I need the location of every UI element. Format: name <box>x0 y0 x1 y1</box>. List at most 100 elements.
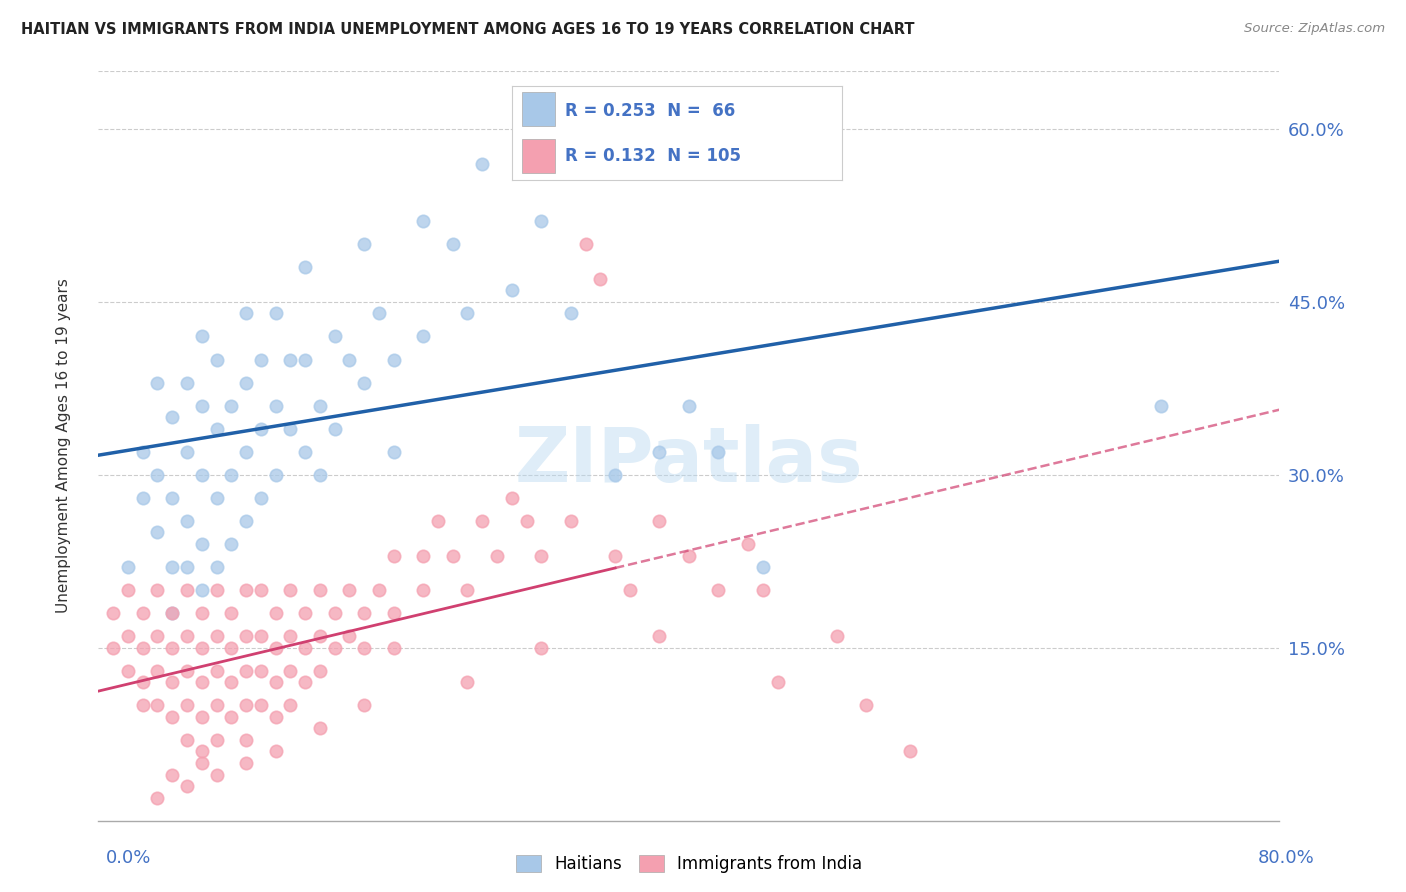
Point <box>176 629 198 643</box>
Point <box>353 640 375 655</box>
Point <box>678 399 700 413</box>
Point <box>162 491 183 505</box>
Point <box>221 606 243 620</box>
Text: ZIPatlas: ZIPatlas <box>515 424 863 498</box>
Point <box>146 698 169 713</box>
Point <box>117 560 139 574</box>
Point <box>309 629 332 643</box>
Point <box>176 779 198 793</box>
Point <box>457 583 479 598</box>
Point <box>648 514 671 528</box>
Point <box>191 640 214 655</box>
Point <box>146 583 169 598</box>
Point <box>205 352 228 367</box>
Text: 80.0%: 80.0% <box>1258 849 1315 867</box>
Point <box>176 444 198 458</box>
Point <box>205 664 228 678</box>
Point <box>323 422 346 436</box>
Point <box>191 537 214 551</box>
Point <box>162 410 183 425</box>
Point <box>752 560 775 574</box>
Point <box>309 467 332 482</box>
Point <box>648 629 671 643</box>
Point <box>382 549 405 563</box>
Point <box>162 606 183 620</box>
Point <box>103 606 125 620</box>
Point <box>191 756 214 770</box>
Point <box>368 306 391 320</box>
Text: HAITIAN VS IMMIGRANTS FROM INDIA UNEMPLOYMENT AMONG AGES 16 TO 19 YEARS CORRELAT: HAITIAN VS IMMIGRANTS FROM INDIA UNEMPLO… <box>21 22 914 37</box>
Point <box>264 744 287 758</box>
Point <box>280 698 302 713</box>
Point <box>250 491 273 505</box>
Point <box>457 675 479 690</box>
Point <box>235 664 257 678</box>
Point <box>737 537 759 551</box>
Point <box>605 549 627 563</box>
Point <box>117 664 139 678</box>
Point <box>382 640 405 655</box>
Point <box>339 629 361 643</box>
Point <box>1150 399 1173 413</box>
Point <box>132 675 155 690</box>
Point <box>176 376 198 390</box>
Point <box>309 399 332 413</box>
Point <box>235 376 257 390</box>
Point <box>264 399 287 413</box>
Point <box>176 698 198 713</box>
Point <box>412 583 434 598</box>
Point <box>589 272 612 286</box>
Point <box>323 640 346 655</box>
Point <box>205 422 228 436</box>
Point <box>103 640 125 655</box>
Point <box>205 698 228 713</box>
Point <box>530 640 553 655</box>
Point <box>205 733 228 747</box>
Point <box>162 767 183 781</box>
Point <box>162 606 183 620</box>
Point <box>796 122 818 136</box>
Point <box>146 376 169 390</box>
Point <box>146 664 169 678</box>
Point <box>132 698 155 713</box>
Point <box>191 744 214 758</box>
Point <box>353 698 375 713</box>
Point <box>191 329 214 343</box>
Point <box>752 583 775 598</box>
Point <box>309 583 332 598</box>
Point <box>176 733 198 747</box>
Point <box>132 640 155 655</box>
Point <box>235 444 257 458</box>
Point <box>250 698 273 713</box>
Point <box>486 549 509 563</box>
Point <box>294 606 316 620</box>
Point <box>382 444 405 458</box>
Point <box>146 790 169 805</box>
Point <box>412 549 434 563</box>
Point <box>264 675 287 690</box>
Point <box>117 629 139 643</box>
Point <box>162 560 183 574</box>
Point <box>264 640 287 655</box>
Point <box>176 560 198 574</box>
Point <box>575 237 598 252</box>
Point <box>146 467 169 482</box>
Point <box>471 514 494 528</box>
Point <box>235 306 257 320</box>
Point <box>353 237 375 252</box>
Point <box>900 744 922 758</box>
Point <box>412 329 434 343</box>
Point <box>176 583 198 598</box>
Point <box>309 722 332 736</box>
Point <box>205 560 228 574</box>
Point <box>457 306 479 320</box>
Point <box>560 514 582 528</box>
Point <box>441 237 464 252</box>
Point <box>264 467 287 482</box>
Point <box>382 352 405 367</box>
Point <box>412 214 434 228</box>
Point <box>191 467 214 482</box>
Point <box>221 675 243 690</box>
Point <box>516 514 538 528</box>
Point <box>323 329 346 343</box>
